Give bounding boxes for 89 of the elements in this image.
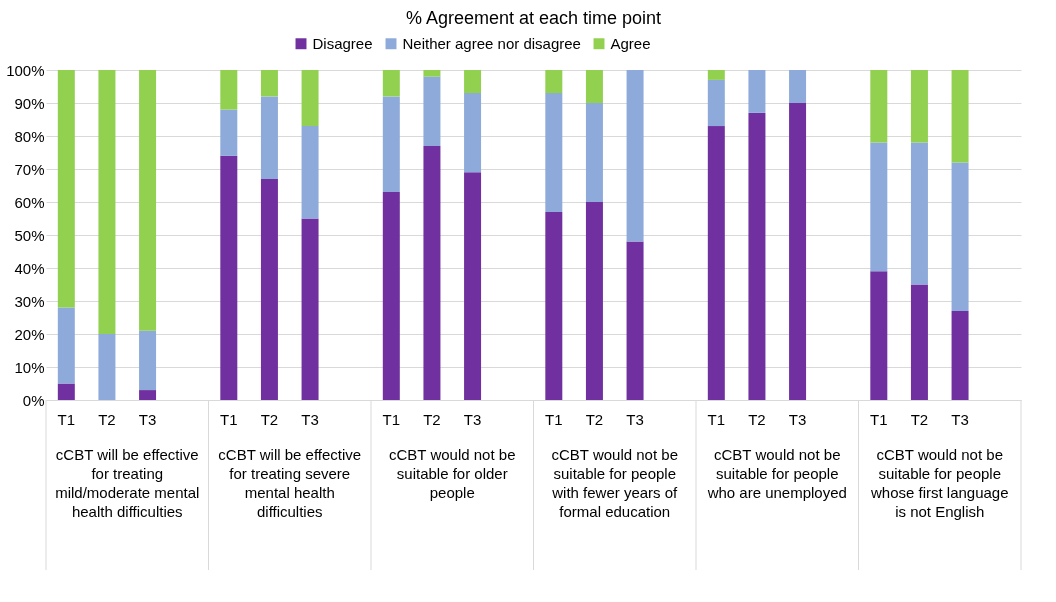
bar xyxy=(260,178,278,400)
x-tick-label: T2 xyxy=(98,410,116,428)
y-tick-label: 80% xyxy=(14,127,45,145)
bar xyxy=(98,334,116,400)
bar xyxy=(951,162,969,311)
x-tick-label: T1 xyxy=(220,410,238,428)
bar xyxy=(910,142,928,285)
bar xyxy=(626,241,644,400)
bar xyxy=(139,390,157,400)
bar xyxy=(707,70,725,80)
bar xyxy=(423,76,441,146)
y-tick-label: 40% xyxy=(14,259,45,277)
bar xyxy=(707,126,725,400)
x-tick-label: T1 xyxy=(57,410,76,428)
bar xyxy=(301,70,319,127)
bar xyxy=(301,126,319,219)
y-tick-label: 50% xyxy=(14,226,45,244)
bar xyxy=(545,211,563,400)
y-tick-label: 20% xyxy=(14,325,45,343)
x-tick-label: T3 xyxy=(626,410,644,428)
bar xyxy=(748,70,766,113)
y-tick-label: 70% xyxy=(14,160,45,178)
bar xyxy=(98,70,116,334)
text: cCBT will be effective for treating mild/moderate mental health difficulties xyxy=(55,446,200,520)
bar xyxy=(707,79,725,127)
x-tick-label: T1 xyxy=(870,410,888,428)
bar xyxy=(382,70,400,97)
y-tick-label: 100% xyxy=(6,61,45,79)
bar xyxy=(789,103,807,400)
bar xyxy=(870,70,888,143)
text: cCBT will be effective for treating severe mental health difficulties xyxy=(218,446,362,520)
x-tick-label: T2 xyxy=(585,410,604,428)
bar xyxy=(789,70,807,103)
bar xyxy=(545,70,563,94)
legend-label: Agree xyxy=(610,34,651,52)
bar xyxy=(464,93,482,173)
legend-label: Neither agree nor disagree xyxy=(402,34,581,52)
y-tick-label: 0% xyxy=(22,391,45,409)
bar xyxy=(139,330,157,391)
chart-title: % Agreement at each time point xyxy=(405,8,662,28)
bar xyxy=(910,70,928,143)
y-tick-label: 90% xyxy=(14,94,45,112)
bar xyxy=(910,284,928,400)
bar xyxy=(260,96,278,179)
bar xyxy=(423,145,441,400)
bar xyxy=(585,202,603,400)
bar xyxy=(464,70,482,94)
text: cCBT would not be suitable for people whose first language is not English xyxy=(869,446,1009,520)
x-tick-label: T1 xyxy=(707,410,726,428)
x-tick-label: T2 xyxy=(748,410,766,428)
bar xyxy=(382,192,400,400)
bar xyxy=(748,112,766,400)
bar xyxy=(585,103,603,202)
x-tick-label: T2 xyxy=(260,410,279,428)
bar xyxy=(220,109,238,156)
x-tick-label: T3 xyxy=(138,410,157,428)
y-tick-label: 30% xyxy=(14,292,45,310)
x-tick-label: T3 xyxy=(788,410,807,428)
bar xyxy=(260,70,278,97)
text: cCBT would not be suitable for older people xyxy=(389,446,516,501)
bar xyxy=(870,142,888,272)
x-tick-label: T2 xyxy=(423,410,441,428)
bar xyxy=(57,70,75,308)
x-tick-label: T3 xyxy=(301,410,319,428)
y-tick-label: 60% xyxy=(14,193,45,211)
x-tick-label: T1 xyxy=(545,410,563,428)
bar xyxy=(220,70,238,110)
bar xyxy=(545,93,563,212)
bar xyxy=(220,155,238,400)
bar xyxy=(423,70,441,77)
x-tick-label: T1 xyxy=(382,410,401,428)
y-tick-label: 10% xyxy=(14,358,45,376)
bar xyxy=(951,70,969,163)
text: cCBT would not be suitable for people who are unemployed xyxy=(706,446,847,501)
x-tick-label: T2 xyxy=(910,410,929,428)
x-tick-label: T3 xyxy=(951,410,969,428)
bar xyxy=(301,218,319,400)
bar xyxy=(382,96,400,193)
bar xyxy=(139,70,157,331)
bar xyxy=(951,310,969,400)
bar xyxy=(464,172,482,400)
x-tick-label: T3 xyxy=(463,410,482,428)
bar xyxy=(626,70,644,242)
bar xyxy=(585,70,603,103)
legend-label: Disagree xyxy=(312,34,373,52)
bar xyxy=(57,307,75,384)
bar xyxy=(57,383,75,400)
bar xyxy=(870,271,888,400)
text: cCBT would not be suitable for people with fewer years of formal education xyxy=(551,446,679,520)
